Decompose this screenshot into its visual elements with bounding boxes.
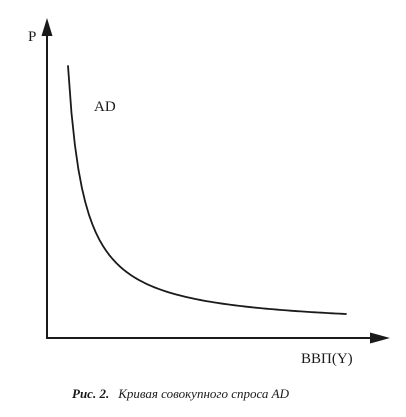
figure-caption: Рис. 2. Кривая совокупного спроса AD [72,385,290,402]
ad-curve-label: AD [94,99,116,115]
ad-demand-curve [67,65,347,315]
y-axis-arrow-icon [41,18,53,36]
figure-caption-text: Кривая совокупного спроса AD [117,386,289,401]
figure-caption-prefix: Рис. 2. [72,386,109,401]
x-axis-arrow-icon [370,332,390,344]
x-axis-label: ВВП(Y) [301,351,353,367]
y-axis-label: P [28,29,36,45]
